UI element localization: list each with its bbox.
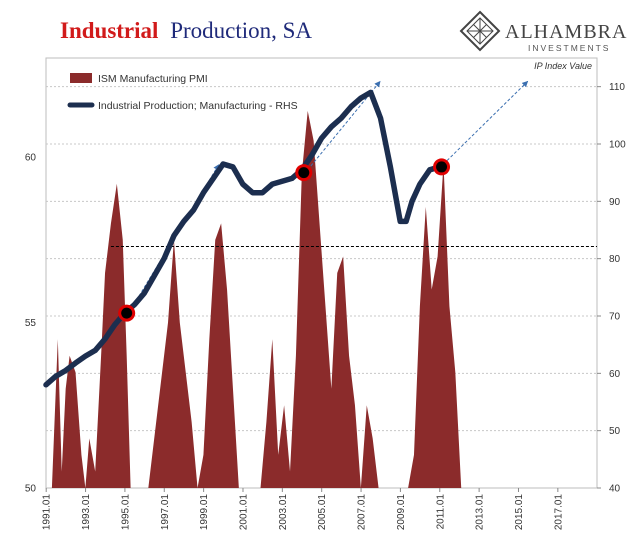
pmi-area	[46, 110, 597, 489]
x-tick-label: 2005.01	[317, 494, 328, 531]
trend-arrow	[443, 80, 529, 165]
ip-line	[43, 89, 449, 388]
right-tick-label: 50	[609, 426, 621, 437]
x-tick-label: 2013.01	[475, 494, 486, 531]
x-tick-label: 1997.01	[160, 494, 171, 531]
highlight-marker	[298, 167, 310, 179]
right-tick-label: 100	[609, 140, 626, 151]
right-tick-label: 60	[609, 369, 621, 380]
left-tick-label: 50	[25, 484, 37, 495]
diamond-lattice-logo-icon	[459, 10, 501, 52]
right-tick-label: 70	[609, 312, 621, 323]
right-tick-label: 110	[609, 82, 625, 93]
left-tick-label: 60	[25, 153, 37, 164]
left-axis-ticks: 50 55 60	[25, 153, 37, 495]
x-tick-label: 1993.01	[81, 494, 92, 531]
x-tick-label: 1999.01	[199, 494, 210, 531]
x-tick-label: 2001.01	[238, 494, 249, 531]
brand-subtitle: INVESTMENTS	[528, 43, 610, 53]
right-tick-label: 80	[609, 254, 621, 265]
title-production: Production, SA	[170, 18, 312, 43]
x-tick-label: 2003.01	[278, 494, 289, 531]
x-tick-label: 2011.01	[435, 494, 446, 530]
brand-name: ALHAMBRA	[505, 21, 627, 43]
highlight-marker	[436, 161, 448, 173]
alhambra-logo: ALHAMBRA INVESTMENTS	[459, 10, 627, 53]
chart-title: Industrial Production, SA	[60, 18, 312, 43]
right-tick-label: 40	[609, 484, 621, 495]
x-tick-label: 2009.01	[396, 494, 407, 531]
x-tick-label: 2007.01	[357, 494, 368, 531]
x-tick-label: 2015.01	[514, 494, 525, 531]
right-axis-label: IP Index Value	[534, 61, 592, 71]
right-axis-ticks: 40 50 60 70 80 90 100 110	[597, 82, 626, 495]
x-tick-label: 1991.01	[42, 494, 53, 531]
trend-arrows-layer	[128, 80, 529, 314]
title-industrial: Industrial	[60, 18, 158, 43]
x-tick-label: 1995.01	[120, 494, 131, 531]
x-tick-label: 2017.01	[553, 494, 564, 531]
markers-layer	[118, 158, 451, 322]
legend-label-pmi: ISM Manufacturing PMI	[98, 73, 208, 85]
highlight-marker	[121, 307, 133, 319]
legend: ISM Manufacturing PMI Industrial Product…	[67, 73, 298, 112]
ip-line-layer	[43, 89, 449, 388]
right-tick-label: 90	[609, 197, 621, 208]
pmi-area-layer	[46, 110, 597, 489]
legend-swatch-pmi	[70, 73, 92, 83]
legend-label-ip: Industrial Production; Manufacturing - R…	[98, 100, 298, 112]
x-axis-ticks: 1991.01 1993.01 1995.01 1997.01 1999.01 2001.…	[42, 488, 564, 531]
left-tick-label: 55	[25, 318, 37, 329]
